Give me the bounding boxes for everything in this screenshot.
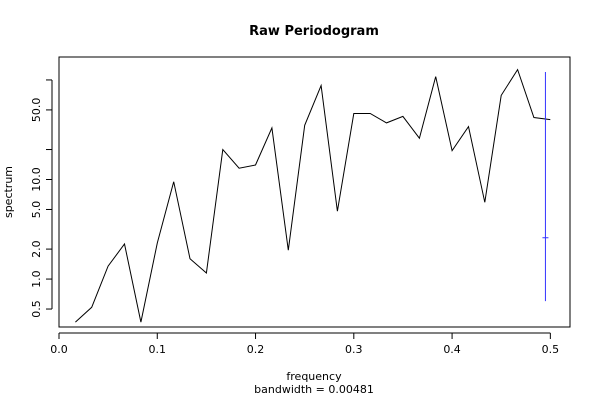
periodogram-line: [75, 68, 551, 323]
x-tick-label: 0.5: [542, 343, 560, 356]
x-axis-label: frequency: [286, 370, 342, 383]
series-layer: [75, 68, 551, 323]
y-tick-label: 50.0: [30, 98, 43, 123]
y-tick-label: 5.0: [30, 201, 43, 219]
x-tick-label: 0.1: [149, 343, 167, 356]
chart-title: Raw Periodogram: [249, 24, 379, 39]
bandwidth-label: bandwidth = 0.00481: [254, 383, 374, 396]
y-axis: 0.5 1.0 2.0 5.0 10.0 50.0: [30, 79, 53, 318]
x-axis: 0.0 0.1 0.2 0.3 0.4 0.5: [50, 332, 560, 356]
y-tick-label: 2.0: [30, 240, 43, 258]
y-axis-label: spectrum: [2, 166, 15, 218]
x-tick-label: 0.3: [345, 343, 363, 356]
y-tick-label: 1.0: [30, 270, 43, 288]
x-tick-label: 0.0: [50, 343, 68, 356]
x-tick-label: 0.4: [443, 343, 461, 356]
plot-box: [58, 56, 571, 328]
x-tick-label: 0.2: [247, 343, 265, 356]
y-tick-label: 0.5: [30, 300, 43, 318]
confidence-bar: [542, 72, 549, 302]
y-tick-label: 10.0: [30, 167, 43, 192]
